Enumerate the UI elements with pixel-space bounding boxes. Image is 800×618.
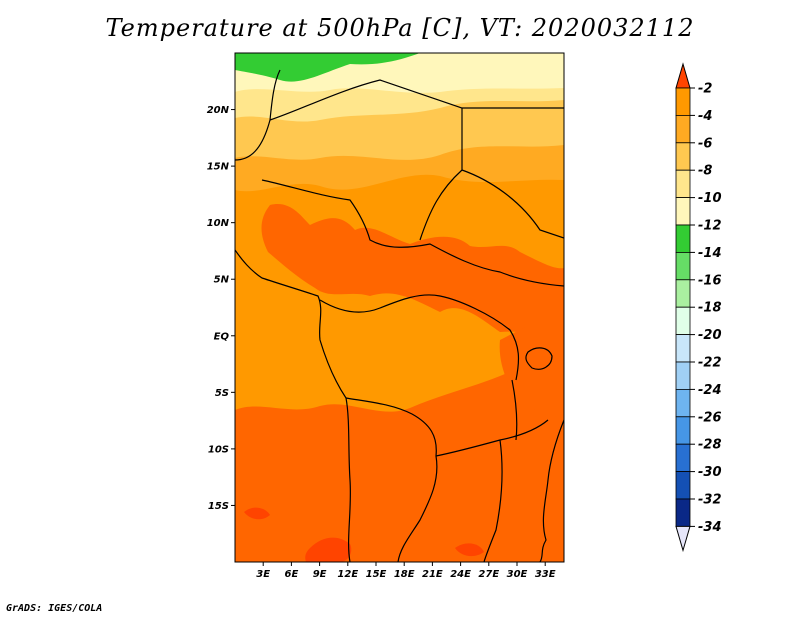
border-congo [319,294,520,381]
lat-tick-label: 10N [207,218,230,229]
lon-tick-label: 3E [256,569,270,580]
colorbar-label: -14 [698,246,722,261]
west-coastline [235,249,351,562]
colorbar-label: -20 [698,328,722,343]
spot-southwest-red [244,507,270,520]
lat-tick-label: 5S [215,388,229,399]
colorbar-swatch [675,251,691,281]
border-niger [235,69,281,161]
spot-mozambique-red [455,543,484,557]
colorbar-swatch [675,279,691,308]
lon-tick-label: 6E [285,569,299,580]
colorbar-swatch [675,416,691,445]
east-coastline [539,419,564,562]
map-title: Temperature at 500hPa [C], VT: 202003211… [105,14,695,42]
colorbar-swatch [675,197,691,226]
lat-tick-label: 20N [207,105,230,116]
colorbar-swatch [675,306,691,336]
lon-tick-label: 15E [366,569,387,580]
colorbar-label: -2 [698,82,712,97]
colorbar-bottom-arrow [675,525,691,553]
patch-east-africa [499,312,564,420]
borders [235,69,564,562]
colorbar-label: -32 [698,493,722,508]
colorbar-label: -8 [698,164,712,179]
border-central [261,179,564,287]
lon-tick-label: 27E [478,569,499,580]
colorbar-swatch [675,361,691,390]
colorbar-top-arrow [675,62,691,89]
longitude-axis: 3E 6E 9E 12E 15E 18E 21E 24E 27E 30E 33E [256,562,556,580]
colorbar-label: -24 [698,383,722,398]
colorbar-swatch [675,87,691,116]
border-sudan [461,107,564,239]
colorbar-swatch [675,388,691,418]
colorbar-swatch [675,443,691,473]
lat-tick-label: 10S [208,444,229,455]
colorbar-swatch [675,498,691,527]
temperature-field [235,53,564,562]
map-frame [234,52,565,563]
border-nigeria-chad [269,79,463,241]
latitude-axis: 20N 15N 10N 5N EQ 5S 10S 15S [207,105,235,512]
colorbar-label: -34 [698,520,722,535]
lake-victoria [525,347,553,370]
patch-central-africa [261,204,564,340]
colorbar-label: -28 [698,438,722,453]
lon-tick-label: 9E [313,569,327,580]
colorbar-swatch [675,115,691,144]
lon-tick-label: 33E [535,569,556,580]
border-zambia [435,419,549,562]
band-green [235,53,420,82]
colorbar-label: -18 [698,301,722,316]
colorbar-swatch [675,142,691,171]
lat-tick-label: EQ [214,331,230,342]
colorbar-swatch [675,471,691,500]
lat-tick-label: 5N [214,275,230,286]
colorbar-label: -26 [698,410,722,425]
lon-tick-label: 24E [450,569,471,580]
lat-tick-label: 15N [207,162,230,173]
footer-credit: GrADS: IGES/COLA [6,603,103,614]
lon-tick-label: 21E [422,569,443,580]
colorbar-label: -4 [698,109,712,124]
lake-tanganyika [511,379,518,441]
colorbar-label: -10 [698,191,722,206]
spot-angola-red [305,537,352,562]
colorbar: -2 -4 -6 -8 -10 -12 -14 -16 -18 -20 -22 -24 -26 -28 -3… [675,62,722,553]
colorbar-swatch [675,334,691,363]
colorbar-label: -6 [698,136,712,151]
colorbar-label: -12 [698,219,722,234]
colorbar-swatch [675,169,691,198]
lon-tick-label: 30E [507,569,528,580]
colorbar-label: -22 [698,356,722,371]
colorbar-label: -30 [698,465,722,480]
colorbar-swatch [675,224,691,253]
lon-tick-label: 18E [394,569,415,580]
lat-tick-label: 15S [208,501,229,512]
patch-south [235,346,564,562]
colorbar-label: -16 [698,273,722,288]
lon-tick-label: 12E [337,569,358,580]
